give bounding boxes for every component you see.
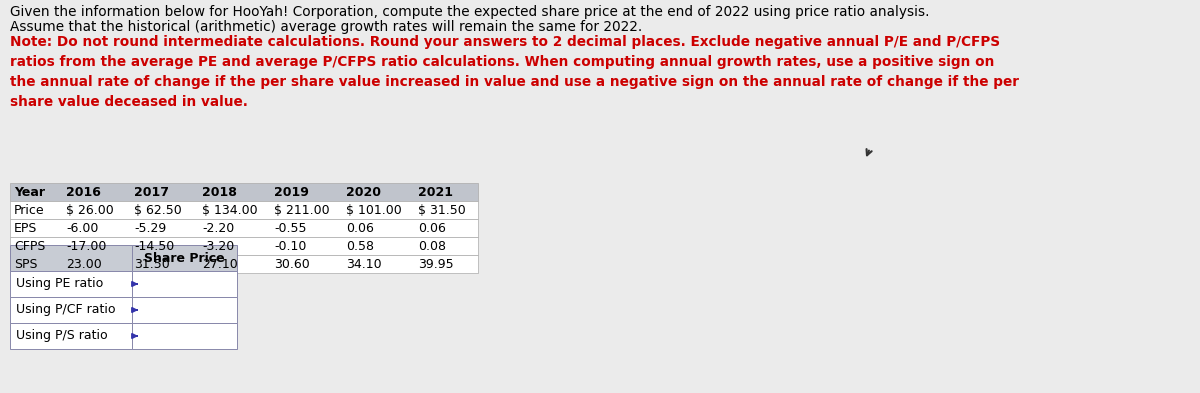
- Text: 2020: 2020: [346, 185, 382, 198]
- Text: -14.50: -14.50: [134, 239, 174, 252]
- Text: CFPS: CFPS: [14, 239, 46, 252]
- Text: Assume that the historical (arithmetic) average growth rates will remain the sam: Assume that the historical (arithmetic) …: [10, 20, 642, 34]
- Text: 27.10: 27.10: [202, 257, 238, 270]
- Text: 23.00: 23.00: [66, 257, 102, 270]
- Text: 39.95: 39.95: [418, 257, 454, 270]
- Text: Using P/S ratio: Using P/S ratio: [16, 329, 108, 343]
- Bar: [132, 245, 238, 271]
- Bar: [10, 323, 132, 349]
- Bar: [10, 297, 132, 323]
- Text: 2018: 2018: [202, 185, 236, 198]
- Text: $ 134.00: $ 134.00: [202, 204, 258, 217]
- Text: SPS: SPS: [14, 257, 37, 270]
- Bar: [132, 271, 238, 297]
- Text: -6.00: -6.00: [66, 222, 98, 235]
- Text: Price: Price: [14, 204, 44, 217]
- Text: -0.55: -0.55: [274, 222, 306, 235]
- Bar: [10, 245, 132, 271]
- Bar: [10, 255, 478, 273]
- Text: Using PE ratio: Using PE ratio: [16, 277, 103, 290]
- Text: 2016: 2016: [66, 185, 101, 198]
- Bar: [10, 271, 132, 297]
- Text: 0.58: 0.58: [346, 239, 374, 252]
- Bar: [10, 201, 478, 219]
- Bar: [10, 237, 478, 255]
- Text: -2.20: -2.20: [202, 222, 234, 235]
- Text: $ 26.00: $ 26.00: [66, 204, 114, 217]
- Text: 2019: 2019: [274, 185, 308, 198]
- Bar: [132, 323, 238, 349]
- Bar: [10, 183, 478, 201]
- Text: $ 101.00: $ 101.00: [346, 204, 402, 217]
- Text: Given the information below for HooYah! Corporation, compute the expected share : Given the information below for HooYah! …: [10, 5, 930, 19]
- Text: 31.50: 31.50: [134, 257, 169, 270]
- Text: Year: Year: [14, 185, 46, 198]
- Text: 0.06: 0.06: [346, 222, 374, 235]
- Text: EPS: EPS: [14, 222, 37, 235]
- Text: 34.10: 34.10: [346, 257, 382, 270]
- Text: $ 62.50: $ 62.50: [134, 204, 181, 217]
- Text: Share Price: Share Price: [144, 252, 224, 264]
- Text: 2017: 2017: [134, 185, 169, 198]
- Text: -0.10: -0.10: [274, 239, 306, 252]
- Text: -17.00: -17.00: [66, 239, 107, 252]
- Text: -5.29: -5.29: [134, 222, 167, 235]
- Text: $ 31.50: $ 31.50: [418, 204, 466, 217]
- Bar: [10, 219, 478, 237]
- Text: Note: Do not round intermediate calculations. Round your answers to 2 decimal pl: Note: Do not round intermediate calculat…: [10, 35, 1019, 109]
- Text: 2021: 2021: [418, 185, 454, 198]
- Text: Using P/CF ratio: Using P/CF ratio: [16, 303, 115, 316]
- Bar: [132, 297, 238, 323]
- Text: 0.08: 0.08: [418, 239, 446, 252]
- Text: $ 211.00: $ 211.00: [274, 204, 330, 217]
- Text: 30.60: 30.60: [274, 257, 310, 270]
- Text: -3.20: -3.20: [202, 239, 234, 252]
- Text: 0.06: 0.06: [418, 222, 446, 235]
